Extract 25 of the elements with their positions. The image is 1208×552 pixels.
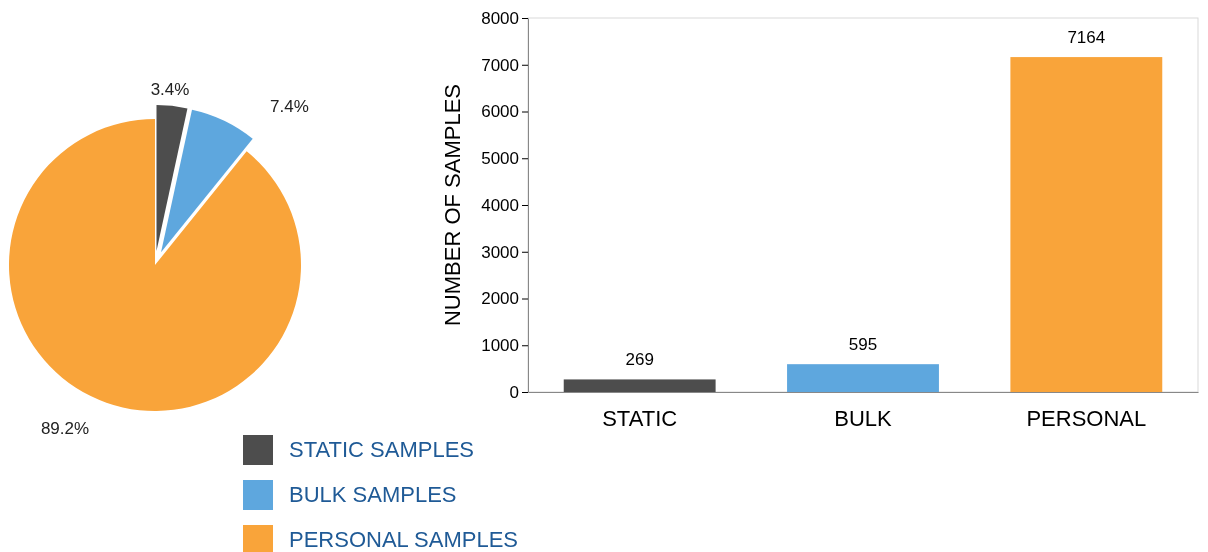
y-tick-label: 1000 bbox=[481, 336, 519, 356]
data-label: 3.4% bbox=[150, 80, 190, 99]
legend-label: STATIC SAMPLES bbox=[289, 437, 475, 462]
data-label: 269 bbox=[625, 350, 654, 370]
legend-label: PERSONAL SAMPLES bbox=[289, 527, 519, 552]
y-tick-label: 8000 bbox=[481, 8, 519, 28]
data-label: 7.4% bbox=[270, 97, 309, 116]
y-tick-label: 3000 bbox=[481, 242, 519, 262]
bar bbox=[563, 379, 716, 392]
y-tick-label: 5000 bbox=[481, 149, 519, 169]
y-tick-label: 2000 bbox=[481, 289, 519, 309]
x-tick-label: BULK bbox=[834, 405, 893, 431]
x-tick-label: PERSONAL bbox=[1026, 405, 1147, 431]
bar bbox=[787, 364, 939, 392]
y-tick-label: 6000 bbox=[481, 102, 519, 122]
y-axis-title: NUMBER OF SAMPLES bbox=[440, 83, 465, 327]
data-label: 7164 bbox=[1067, 28, 1106, 48]
y-tick-label: 0 bbox=[509, 382, 519, 402]
y-tick-label: 7000 bbox=[481, 55, 519, 75]
x-tick-label: STATIC bbox=[602, 405, 678, 431]
legend-label: BULK SAMPLES bbox=[289, 482, 457, 507]
data-label: 89.2% bbox=[40, 419, 90, 438]
bar bbox=[1010, 57, 1163, 392]
y-tick-label: 4000 bbox=[481, 195, 519, 215]
data-label: 595 bbox=[848, 335, 878, 355]
